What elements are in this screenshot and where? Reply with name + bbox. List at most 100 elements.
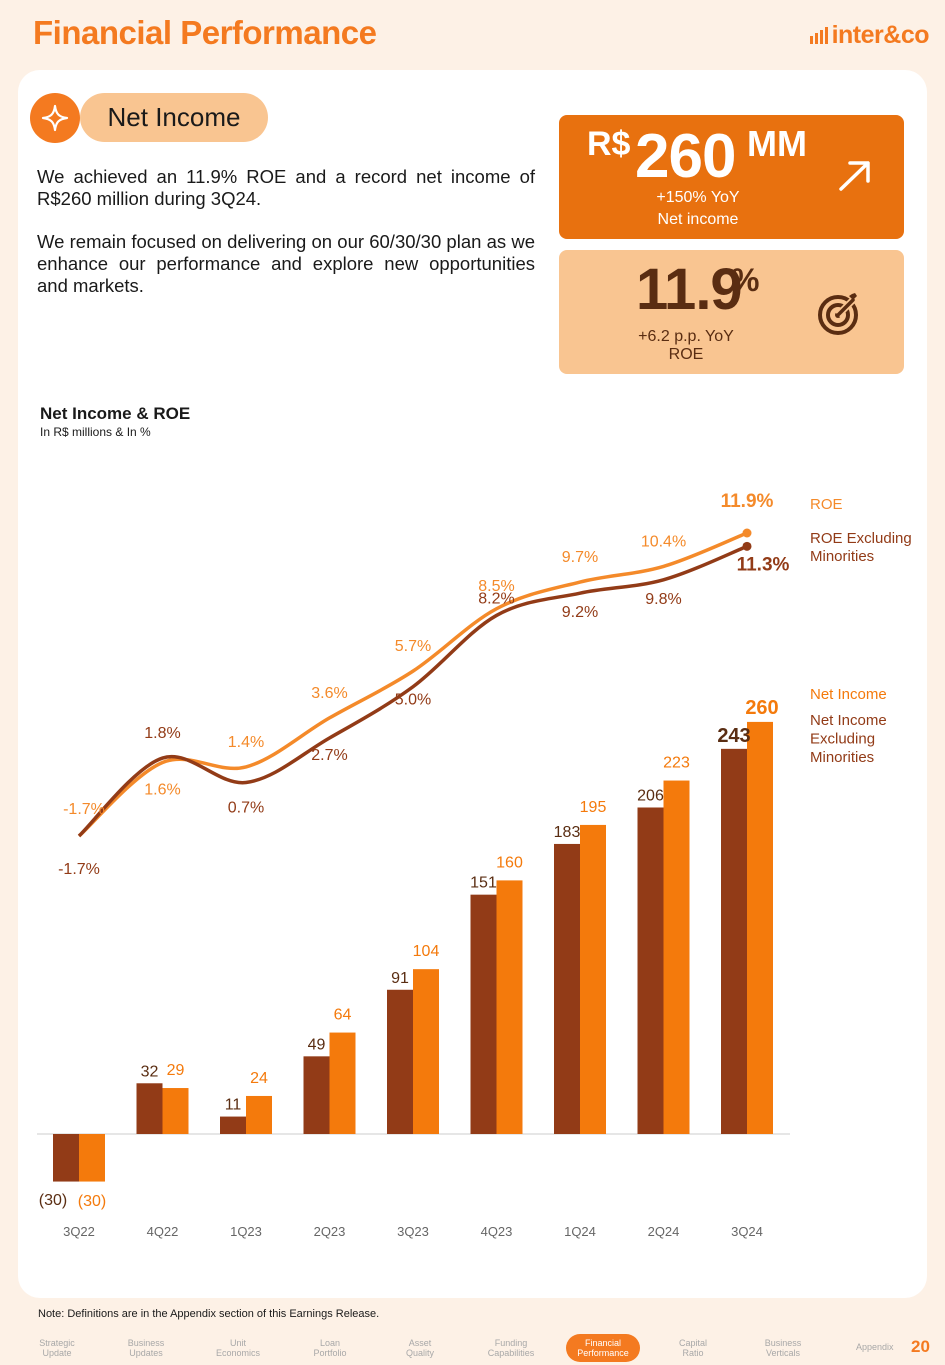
bar-net-income-excl-minorities [470,894,497,1134]
bar-label-net-income-excl-minorities: 243 [717,725,750,747]
x-tick-label: 1Q23 [230,1224,262,1239]
kpi-roe-change: +6.2 p.p. YoY [638,328,734,345]
nav-item-label: Strategic Update [39,1338,75,1358]
bar-label-net-income-excl-minorities: 183 [554,824,581,841]
bar-label-net-income: 64 [334,1007,352,1024]
nav-item-appendix[interactable]: Appendix [856,1342,894,1352]
nav-item-funding-capabilities[interactable]: Funding Capabilities [472,1334,550,1362]
roe-data-label: 1.6% [144,781,180,798]
kpi-roe-label: ROE [668,346,704,363]
x-tick-label: 3Q23 [397,1224,429,1239]
bar-net-income [580,824,606,1134]
bar-net-income-excl-minorities [554,843,580,1134]
nav-item-business-updates[interactable]: Business Updates [107,1334,185,1362]
bar-label-net-income: 195 [580,799,607,816]
nav-item-strategic-update[interactable]: Strategic Update [18,1334,96,1362]
x-tick-label: 4Q22 [147,1224,179,1239]
bar-label-net-income: 260 [745,697,778,719]
nav-item-label: Funding Capabilities [487,1338,535,1358]
nav-item-label: Business Verticals [764,1338,802,1358]
x-tick-label: 1Q24 [564,1224,596,1239]
bar-label-net-income-excl-minorities: 91 [391,970,409,987]
summary-paragraph-1: We achieved an 11.9% ROE and a record ne… [37,166,535,209]
legend-bar-entry: Minorities [810,749,874,766]
kpi-roe-value: 11.9 [636,257,743,322]
bar-label-net-income: 29 [167,1062,185,1079]
bar-net-income-excl-minorities [53,1134,79,1182]
bar-label-net-income-excl-minorities: 151 [470,875,497,892]
nav-item-unit-economics[interactable]: Unit Economics [199,1334,277,1362]
bar-net-income [663,780,690,1134]
roe-data-label: 3.6% [311,685,347,702]
nav-item-business-verticals[interactable]: Business Verticals [744,1334,822,1362]
roe-excl-minorities-data-label: 1.8% [144,725,180,742]
roe-end-point [742,528,752,538]
kpi-net-income-change: +150% YoY [656,189,740,206]
chart-title: Net Income & ROE [40,404,191,423]
x-tick-label: 3Q24 [731,1224,763,1239]
roe-data-label: 8.5% [478,578,514,595]
roe-kpi-card: 11.9 % +6.2 p.p. YoY ROE [559,250,904,374]
legend-line-entry: ROE Excluding [810,530,912,547]
legend-bar-entry: Net Income [810,712,887,729]
bar-label-net-income: 223 [663,755,690,772]
nav-item-label: Capital Ratio [678,1338,707,1358]
roe-data-label: -1.7% [63,801,105,818]
roe-excl-minorities-data-label: 11.3% [737,554,790,575]
bar-net-income-excl-minorities [136,1083,163,1134]
bar-net-income-excl-minorities [303,1056,330,1134]
bar-label-net-income: 104 [413,943,440,960]
x-tick-label: 2Q23 [314,1224,346,1239]
kpi-unit: MM [747,123,807,164]
x-tick-label: 3Q22 [63,1224,95,1239]
bar-label-net-income-excl-minorities: 32 [141,1063,159,1080]
roe-excl-minorities-data-label: 9.2% [562,604,598,621]
company-logo[interactable]: inter&co [809,20,930,49]
chart-subtitle: In R$ millions & In % [40,425,151,439]
nav-item-label: Financial Performance [577,1338,629,1358]
section-pill: Net Income [80,93,268,142]
net-income-kpi-card: R$ 260 MM +150% YoY Net income [559,115,904,239]
bar-net-income [747,721,773,1134]
roe-excl-minorities-line [77,544,748,838]
bar-net-income-excl-minorities [387,989,413,1134]
bar-net-income-excl-minorities [220,1116,246,1134]
bar-net-income [79,1134,105,1182]
nav-item-capital-ratio[interactable]: Capital Ratio [654,1334,732,1362]
bar-label-net-income-excl-minorities: (30) [39,1192,67,1209]
logo-text: inter&co [831,20,930,49]
nav-item-asset-quality[interactable]: Asset Quality [381,1334,459,1362]
bar-label-net-income-excl-minorities: 11 [225,1097,242,1114]
legend-line-entry: Minorities [810,548,874,565]
roe-excl-minorities-end-point [742,541,752,551]
bar-net-income [413,969,439,1134]
bar-net-income [162,1088,189,1134]
summary-text: We achieved an 11.9% ROE and a record ne… [37,166,535,318]
arrow-up-right-icon [839,161,870,191]
roe-data-label: 11.9% [721,491,774,512]
bar-net-income [246,1095,272,1134]
kpi-currency: R$ [587,125,631,163]
nav-item-financial-performance[interactable]: Financial Performance [566,1334,640,1362]
roe-excl-minorities-data-label: 8.2% [478,590,514,607]
bar-label-net-income: 160 [496,854,523,871]
bar-net-income [496,880,523,1134]
nav-item-label: Business Updates [127,1338,165,1358]
bar-label-net-income-excl-minorities: 206 [637,787,664,804]
kpi-roe-unit: % [731,262,760,298]
bar-label-net-income-excl-minorities: 49 [308,1036,326,1053]
summary-paragraph-2: We remain focused on delivering on our 6… [37,231,535,296]
legend-bar-entry: Excluding [810,731,875,748]
bar-net-income [329,1032,356,1134]
bottom-navigation: Strategic Update Business Updates Unit Econom… [0,1330,945,1365]
bar-net-income-excl-minorities [721,748,747,1134]
nav-item-loan-portfolio[interactable]: Loan Portfolio [291,1334,369,1362]
nav-item-label: Asset Quality [405,1338,434,1358]
bar-label-net-income: (30) [78,1193,106,1210]
roe-excl-minorities-data-label: 9.8% [645,591,681,608]
roe-data-label: 1.4% [228,734,264,751]
legend-line-entry: ROE [810,496,843,513]
x-tick-label: 2Q24 [648,1224,680,1239]
roe-excl-minorities-data-label: 0.7% [228,800,264,817]
